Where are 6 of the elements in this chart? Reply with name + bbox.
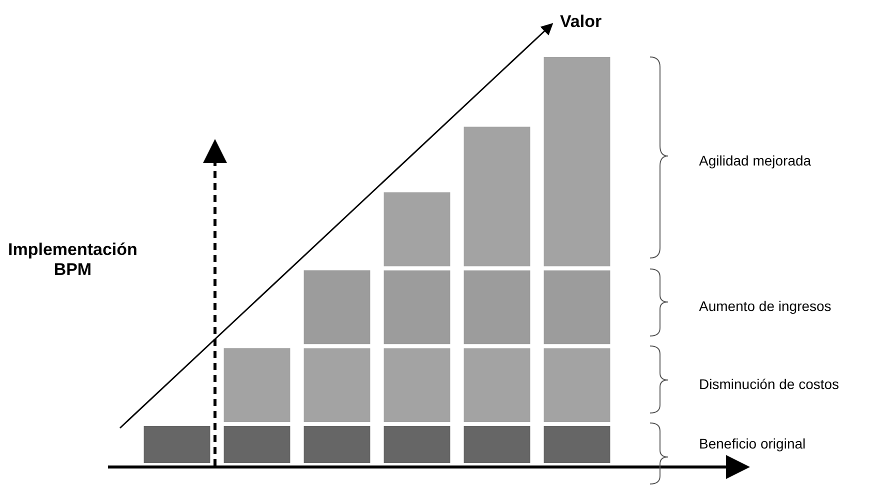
text: Beneficio original xyxy=(699,436,806,452)
text: Disminución de costos xyxy=(699,376,840,392)
annotation: Implementación BPM xyxy=(8,240,138,280)
text: Valor xyxy=(560,12,602,32)
text: Aumento de ingresos xyxy=(699,298,832,314)
text: Agilidad mejorada xyxy=(699,152,812,169)
